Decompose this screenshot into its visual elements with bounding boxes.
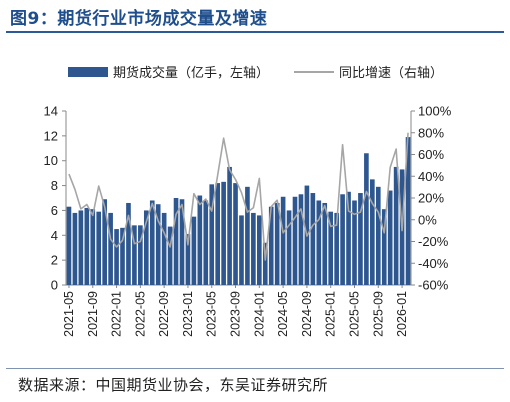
bar-volume [66, 206, 72, 285]
bar-volume [268, 206, 274, 285]
bar-volume [256, 215, 262, 285]
bar-volume [78, 210, 84, 285]
right-tick-label: 40% [418, 169, 444, 184]
bar-volume [322, 202, 328, 285]
bar-volume [120, 227, 125, 285]
left-tick-label: 12 [44, 128, 58, 143]
right-tick-label: -20% [418, 234, 449, 249]
bar-volume [387, 190, 393, 285]
bar-volume [197, 195, 203, 285]
bar-volume [143, 210, 149, 285]
bar-volume [185, 234, 191, 285]
x-tick-label: 2024-01 [252, 291, 266, 337]
source-note: 数据来源：中国期货业协会，东吴证券研究所 [18, 376, 329, 394]
right-tick-label: 20% [418, 191, 444, 206]
bar-volume [161, 212, 167, 285]
bar-volume [393, 166, 399, 285]
bar-volume [316, 200, 322, 285]
bar-volume [221, 181, 226, 285]
bar-volume [233, 183, 238, 285]
x-tick-label: 2021-09 [86, 291, 100, 337]
left-tick-label: 14 [44, 104, 58, 119]
bar-volume [245, 186, 250, 285]
right-tick-label: -60% [418, 278, 449, 293]
bar-volume [149, 200, 155, 285]
bar-volume [114, 229, 119, 285]
legend-label-volume: 期货成交量（亿手，左轴） [113, 65, 269, 80]
bar-volume [280, 196, 286, 285]
bar-volume [126, 202, 131, 285]
x-tick-label: 2022-09 [157, 291, 171, 337]
bar-volume [346, 191, 351, 285]
bar-volume [328, 211, 334, 285]
line-growth-rate [68, 132, 409, 261]
bar-volume [381, 209, 387, 285]
bar-volume [191, 216, 197, 285]
x-tick-label: 2023-05 [205, 291, 219, 337]
right-tick-label: 100% [418, 104, 452, 119]
bar-volume [358, 193, 363, 285]
bar-volume [132, 225, 137, 285]
left-tick-label: 10 [44, 153, 58, 168]
bar-volume [364, 153, 369, 285]
bar-volume [298, 194, 304, 285]
bar-volume [203, 200, 209, 285]
bar-volume [262, 242, 268, 285]
bar-volume [138, 225, 143, 285]
x-tick-label: 2025-01 [324, 291, 338, 337]
bar-volume [251, 212, 256, 285]
bar-volume [334, 212, 339, 285]
chart: 期货成交量（亿手，左轴） 同比增速（右轴） 0 2 4 6 8 10 12 14 -60% -40%… [44, 65, 452, 337]
bar-volume [292, 196, 298, 285]
x-tick-label: 2024-05 [276, 291, 290, 337]
title-divider [6, 31, 504, 33]
legend-label-growth: 同比增速（右轴） [339, 65, 443, 80]
right-tick-label: 0% [418, 212, 437, 227]
bar-volume [352, 200, 357, 285]
right-tick-label: 60% [418, 147, 444, 162]
x-tick-label: 2025-09 [371, 291, 385, 337]
bar-volume [310, 193, 316, 285]
x-tick-label: 2021-05 [62, 291, 76, 337]
bar-volume [155, 204, 161, 285]
bar-volume [340, 194, 345, 285]
bar-volume [84, 207, 90, 285]
x-tick-label: 2024-09 [300, 291, 314, 337]
figure-title: 图9：期货行业市场成交量及增速 [10, 9, 268, 29]
bar-volume [90, 209, 96, 285]
bar-volume [173, 198, 179, 285]
right-tick-label: 80% [418, 125, 444, 140]
left-tick-label: 2 [51, 253, 58, 268]
left-tick-label: 4 [51, 228, 58, 243]
x-tick-label: 2026-01 [395, 291, 409, 337]
bar-volume [227, 166, 232, 285]
bar-volume [72, 212, 78, 285]
bar-volume [239, 215, 244, 285]
x-tick-label: 2023-09 [229, 291, 243, 337]
left-tick-label: 0 [51, 278, 58, 293]
bar-volume [215, 183, 221, 285]
x-tick-label: 2022-05 [133, 291, 147, 337]
plot-area: 0 2 4 6 8 10 12 14 -60% -40% -20% 0% 20% 40% 60% 80% 100… [44, 104, 452, 337]
bar-volume [96, 211, 102, 285]
bar-volume [405, 137, 411, 285]
source-divider [6, 368, 504, 369]
bar-volume [108, 212, 113, 285]
bar-volume [370, 179, 375, 285]
legend-swatch-volume [68, 67, 108, 77]
right-tick-label: -40% [418, 256, 449, 271]
x-tick-label: 2022-01 [110, 291, 124, 337]
bar-volume [286, 210, 292, 285]
bar-volume [274, 202, 280, 285]
left-tick-label: 8 [51, 178, 58, 193]
bar-volume [179, 199, 185, 285]
bar-volume [375, 186, 381, 285]
x-tick-label: 2023-01 [181, 291, 195, 337]
left-tick-label: 6 [51, 203, 58, 218]
bar-volume [209, 184, 215, 285]
legend: 期货成交量（亿手，左轴） 同比增速（右轴） [68, 65, 443, 80]
x-tick-label: 2025-05 [347, 291, 361, 337]
bar-volume [102, 199, 107, 285]
bar-volume [167, 226, 173, 285]
